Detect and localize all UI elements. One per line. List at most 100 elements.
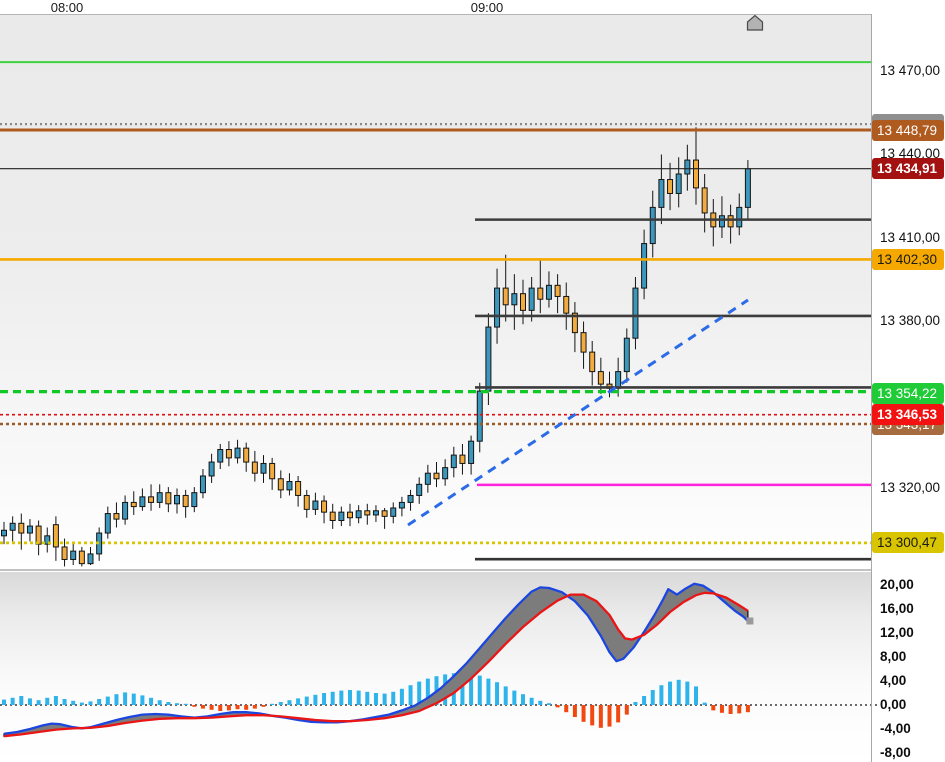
candle [347,503,353,527]
chart-marker-icon[interactable] [746,14,764,31]
histogram-bar-positive [373,693,378,705]
candle [191,487,198,513]
indicator-axis-label: 8,00 [880,649,907,664]
panel-separator[interactable] [0,569,871,572]
histogram-bar-negative [616,705,621,723]
macd-line[interactable] [3,582,749,735]
price-lines-layer [0,61,871,561]
histogram-bar-negative [590,705,595,726]
axis-border [871,14,872,762]
candle [251,450,258,482]
histogram-bar-positive [512,690,517,705]
candle [234,439,241,464]
candle [667,162,674,211]
histogram-bar-positive [53,696,58,705]
histogram-bar-negative [235,705,240,710]
histogram-bar-positive [529,697,534,705]
candle [718,196,725,238]
histogram-bar-negative [261,705,266,707]
histogram-bar-positive [79,702,84,705]
signal-line[interactable] [3,591,749,738]
candle [295,475,302,507]
histogram-bar-negative [745,705,750,713]
indicator-axis-label: 12,00 [880,625,914,640]
candle [623,328,630,383]
candle [675,157,682,208]
histogram-bar-positive [633,702,638,705]
candle [113,502,120,528]
candle [537,260,544,314]
candle [18,513,25,550]
histogram-bar-positive [382,693,387,705]
histogram-bar-positive [123,692,128,705]
histogram-bar-positive [97,699,102,705]
histogram-bar-positive [19,696,24,705]
candle [182,489,189,518]
histogram-bar-negative [252,705,257,709]
candle [217,443,224,470]
histogram-bar-positive [183,703,188,705]
candle [364,503,371,525]
candle [52,516,59,561]
candle [459,443,466,475]
histogram-bar-negative [209,705,214,710]
histogram-bar-positive [469,673,474,705]
candle [693,127,699,205]
histogram-bar-positive [296,698,301,705]
candle [355,505,362,524]
histogram-bar-positive [140,695,145,705]
candles-layer [1,127,751,567]
candle [571,302,578,353]
histogram-bar-positive [399,688,404,705]
histogram-bar-positive [71,700,76,705]
candle [122,495,129,525]
indicator-axis-label: -4,00 [880,721,911,736]
histogram-bar-positive [27,698,32,705]
candle [372,505,379,522]
macd-signal-band [3,583,749,737]
histogram-bar-positive [36,700,41,705]
histogram-bar-positive [330,691,335,705]
price-axis-label: 13 470,00 [879,63,940,78]
histogram-bar-negative [711,705,716,711]
candle [649,190,656,258]
candle [199,469,206,499]
candle [424,464,431,493]
time-axis[interactable]: 08:00 09:00 [0,0,871,15]
candle [303,489,310,518]
candle [61,538,68,567]
price-badge-orange-line-label: 13 402,30 [872,248,944,270]
candle [528,276,535,322]
histogram-bar-positive [460,672,465,705]
histogram-bar-positive [149,697,154,705]
line-end-marker [746,617,754,625]
histogram-bar-negative [607,705,612,727]
histogram-bar-positive [503,686,508,705]
histogram-bar-negative [581,705,586,722]
histogram-bar-negative [598,705,603,728]
trendline[interactable] [407,298,749,527]
price-badge-yellow-line-label: 13 300,47 [872,532,944,554]
candle [511,274,518,330]
histogram-bar-positive [495,682,500,705]
candle [407,489,414,511]
histogram-bar-negative [719,705,724,713]
candle [658,154,665,225]
candle [243,442,250,472]
indicator-axis-label: 20,00 [880,577,914,592]
candle [208,453,215,483]
histogram-bar-negative [624,705,629,715]
histogram-bar-positive [356,690,361,705]
candle [156,484,163,508]
histogram-bar-positive [2,699,6,705]
candle [329,503,336,529]
candle [450,446,457,478]
histogram-bar-negative [728,705,733,714]
candle [494,268,501,344]
candle [727,204,734,244]
histogram-bar-positive [676,679,681,705]
histogram-bar-positive [694,686,698,705]
candle [442,459,449,486]
